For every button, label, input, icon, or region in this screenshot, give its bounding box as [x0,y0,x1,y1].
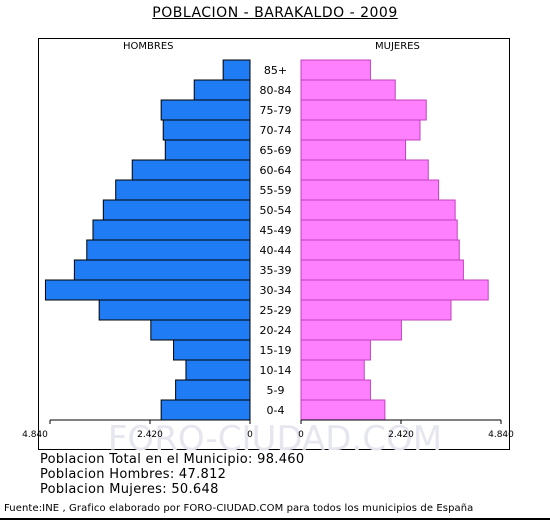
bar-hombres-15-19 [173,339,251,361]
age-label-15-19: 15-19 [260,344,292,357]
tick-label-left-2: 0 [247,430,253,440]
bar-hombres-75-79 [160,99,251,121]
bar-mujeres-85+ [300,59,371,81]
bar-hombres-5-9 [175,379,251,401]
bar-hombres-85+ [222,59,251,81]
tick-label-left-1: 2.420 [137,430,163,440]
bottom-divider [0,518,550,520]
male-population: Poblacion Hombres: 47.812 [40,467,227,482]
source-footer: Fuente:INE , Grafico elaborado por FORO-… [4,503,474,514]
tick-label-left-0: 4.840 [22,430,48,440]
bar-mujeres-0-4 [300,399,386,421]
age-label-65-69: 65-69 [260,144,292,157]
bar-mujeres-10-14 [300,359,365,381]
age-label-40-44: 40-44 [260,244,292,257]
bar-hombres-45-49 [92,219,251,241]
mujeres-label: MUJERES [375,41,420,52]
age-label-50-54: 50-54 [260,204,292,217]
bar-hombres-30-34 [44,279,251,301]
tick-label-right-1: 2.420 [388,430,414,440]
age-label-60-64: 60-64 [260,164,292,177]
hombres-label: HOMBRES [123,41,174,52]
bar-hombres-0-4 [160,399,251,421]
age-label-20-24: 20-24 [260,324,292,337]
bar-mujeres-40-44 [300,239,460,261]
bar-hombres-40-44 [86,239,251,261]
bar-mujeres-75-79 [300,99,427,121]
bar-hombres-80-84 [193,79,251,101]
age-label-0-4: 0-4 [267,404,285,417]
bar-mujeres-20-24 [300,319,402,341]
bar-mujeres-15-19 [300,339,371,361]
bar-hombres-20-24 [150,319,251,341]
bar-mujeres-25-29 [300,299,452,321]
female-population: Poblacion Mujeres: 50.648 [40,482,219,497]
bar-hombres-50-54 [102,199,251,221]
bar-mujeres-45-49 [300,219,458,241]
bar-hombres-25-29 [98,299,251,321]
tick-label-right-2: 4.840 [488,430,514,440]
tick-label-right-0: 0 [298,430,304,440]
bar-mujeres-50-54 [300,199,456,221]
bar-mujeres-65-69 [300,139,407,161]
bar-mujeres-60-64 [300,159,429,181]
bar-mujeres-35-39 [300,259,464,281]
age-label-55-59: 55-59 [260,184,292,197]
age-label-85+: 85+ [264,64,287,77]
bar-mujeres-80-84 [300,79,396,101]
age-label-30-34: 30-34 [260,284,292,297]
age-label-80-84: 80-84 [260,84,292,97]
bar-hombres-55-59 [115,179,251,201]
population-stats: Poblacion Total en el Municipio: 98.460 … [40,452,304,497]
bar-hombres-10-14 [185,359,251,381]
bar-mujeres-5-9 [300,379,371,401]
watermark: FORO-CIUDAD.COM [108,419,442,459]
age-label-5-9: 5-9 [267,384,285,397]
total-population: Poblacion Total en el Municipio: 98.460 [40,452,305,467]
age-label-70-74: 70-74 [260,124,292,137]
age-label-45-49: 45-49 [260,224,292,237]
bar-mujeres-70-74 [300,119,421,141]
age-label-35-39: 35-39 [260,264,292,277]
bar-hombres-70-74 [162,119,251,141]
chart-title: POBLACION - BARAKALDO - 2009 [152,5,398,21]
bar-mujeres-30-34 [300,279,489,301]
bar-hombres-35-39 [73,259,251,281]
bar-hombres-65-69 [164,139,251,161]
age-label-25-29: 25-29 [260,304,292,317]
age-label-75-79: 75-79 [260,104,292,117]
age-label-10-14: 10-14 [260,364,292,377]
bar-mujeres-55-59 [300,179,440,201]
bar-hombres-60-64 [131,159,251,181]
